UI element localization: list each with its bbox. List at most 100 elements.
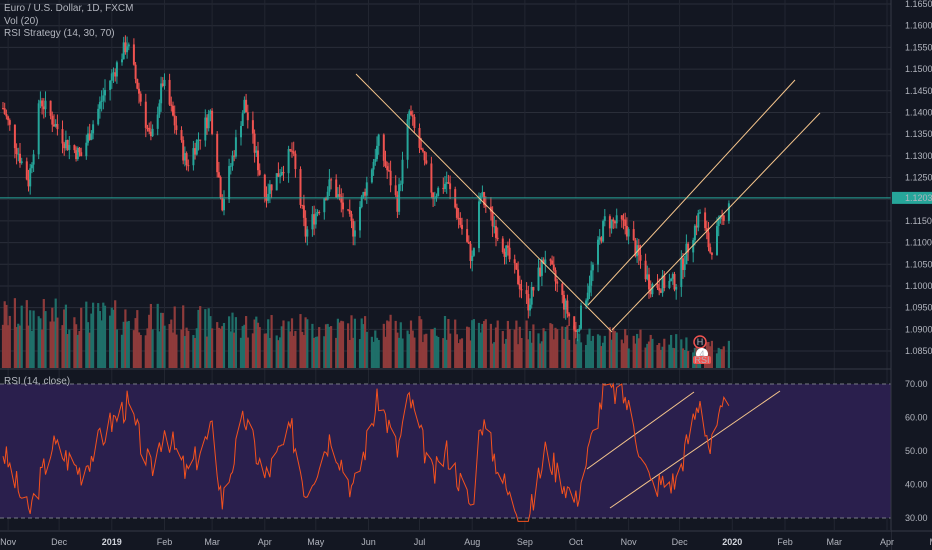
rsi-lower-trendline[interactable] xyxy=(609,390,781,509)
volume-bar xyxy=(396,332,399,368)
candle-body xyxy=(709,247,712,253)
rsi-legend[interactable]: RSI (14, close) xyxy=(4,376,70,388)
volume-bar xyxy=(673,348,676,368)
volume-bar xyxy=(251,333,254,368)
time-tick-label: Feb xyxy=(157,537,173,547)
strategy-legend[interactable]: RSI Strategy (14, 30, 70) xyxy=(4,28,115,40)
rsi-signal-marker-icon[interactable] xyxy=(693,356,711,364)
rsi-upper-trendline[interactable] xyxy=(586,391,695,470)
volume-bar xyxy=(134,318,137,368)
volume-bar xyxy=(622,343,625,368)
volume-bar xyxy=(377,340,380,368)
candle-body xyxy=(68,145,71,150)
volume-bar xyxy=(204,309,207,368)
time-tick-label: Feb xyxy=(777,537,793,547)
volume-bar xyxy=(586,334,589,368)
candle-body xyxy=(376,145,378,160)
candle-body xyxy=(54,123,57,127)
volume-bar xyxy=(372,341,375,368)
volume-bar xyxy=(348,339,351,368)
volume-bar xyxy=(598,335,601,368)
candle-body xyxy=(493,226,496,228)
volume-bar xyxy=(532,324,535,368)
candle-body xyxy=(365,182,368,196)
volume-bar xyxy=(561,326,564,368)
volume-bar xyxy=(256,322,260,368)
volume-bar xyxy=(211,328,214,368)
time-tick-label: 2019 xyxy=(102,537,122,547)
candle-body xyxy=(207,113,210,129)
volume-bar xyxy=(681,348,685,368)
volume-bar xyxy=(489,323,492,368)
candle-body xyxy=(292,151,295,154)
time-tick-label: Jul xyxy=(414,537,426,547)
volume-bar xyxy=(518,326,521,368)
volume-bar xyxy=(408,334,411,368)
candle-body xyxy=(223,199,225,211)
candle-body xyxy=(280,172,283,176)
candle-body xyxy=(156,114,159,129)
candle-body xyxy=(610,219,613,229)
volume-bar xyxy=(615,332,618,368)
candle-body xyxy=(149,131,152,137)
volume-legend[interactable]: Vol (20) xyxy=(4,16,38,28)
volume-bar xyxy=(112,309,115,368)
candle-body xyxy=(517,269,520,285)
volume-bar xyxy=(17,323,20,368)
volume-bar xyxy=(185,327,188,368)
volume-bar xyxy=(323,336,326,368)
volume-bar xyxy=(146,328,149,368)
volume-bar xyxy=(316,336,319,368)
candle-body xyxy=(19,153,21,163)
channel-upper-line[interactable] xyxy=(587,79,796,306)
candle-body xyxy=(217,172,220,178)
candle-body xyxy=(455,207,458,218)
candle-body xyxy=(386,166,389,171)
time-tick-label: Apr xyxy=(258,537,272,547)
rsi-signal-marker-label: RSI xyxy=(694,355,709,365)
volume-bar xyxy=(92,302,95,368)
candle-body xyxy=(469,243,472,261)
volume-bar xyxy=(32,310,35,368)
candle-body xyxy=(219,177,222,198)
candle-body xyxy=(88,133,91,140)
volume-bar xyxy=(685,337,688,368)
candle-body xyxy=(27,179,30,187)
volume-bar xyxy=(556,329,559,368)
volume-bar xyxy=(68,329,71,368)
last-price-label: 1.12030 xyxy=(905,193,932,203)
symbol-legend[interactable]: Euro / U.S. Dollar, 1D, FXCM xyxy=(4,3,133,15)
candle-body xyxy=(542,259,545,264)
price-tick-label: 1.14000 xyxy=(905,107,932,117)
trendlines[interactable] xyxy=(355,73,821,509)
candle-body xyxy=(63,143,66,149)
volume-bar xyxy=(467,327,470,368)
rsi-tick-label: 70.00 xyxy=(905,379,928,389)
volume-bar xyxy=(3,301,6,368)
volume-bar xyxy=(353,318,356,368)
volume-bar xyxy=(336,318,339,368)
volume-bar xyxy=(8,315,11,368)
channel-lower-line[interactable] xyxy=(611,112,821,331)
candle-body xyxy=(466,229,469,242)
candle-body xyxy=(685,243,688,265)
high-marker-icon[interactable] xyxy=(693,335,707,349)
candle-body xyxy=(216,133,219,173)
downtrend-line[interactable] xyxy=(355,73,613,333)
volume-bar xyxy=(137,332,141,368)
candle-body xyxy=(56,123,59,130)
candle-body xyxy=(299,169,302,205)
candle-body xyxy=(112,72,115,74)
volume-bar xyxy=(182,305,185,368)
candle-body xyxy=(126,46,129,53)
volume-bar xyxy=(520,338,523,368)
volume-bar xyxy=(455,334,458,368)
volume-bar xyxy=(591,335,594,368)
volume-bar xyxy=(505,338,508,368)
candle-body xyxy=(7,116,10,121)
candle-body xyxy=(518,284,521,290)
candle-body xyxy=(98,101,101,109)
candle-body xyxy=(449,183,452,190)
